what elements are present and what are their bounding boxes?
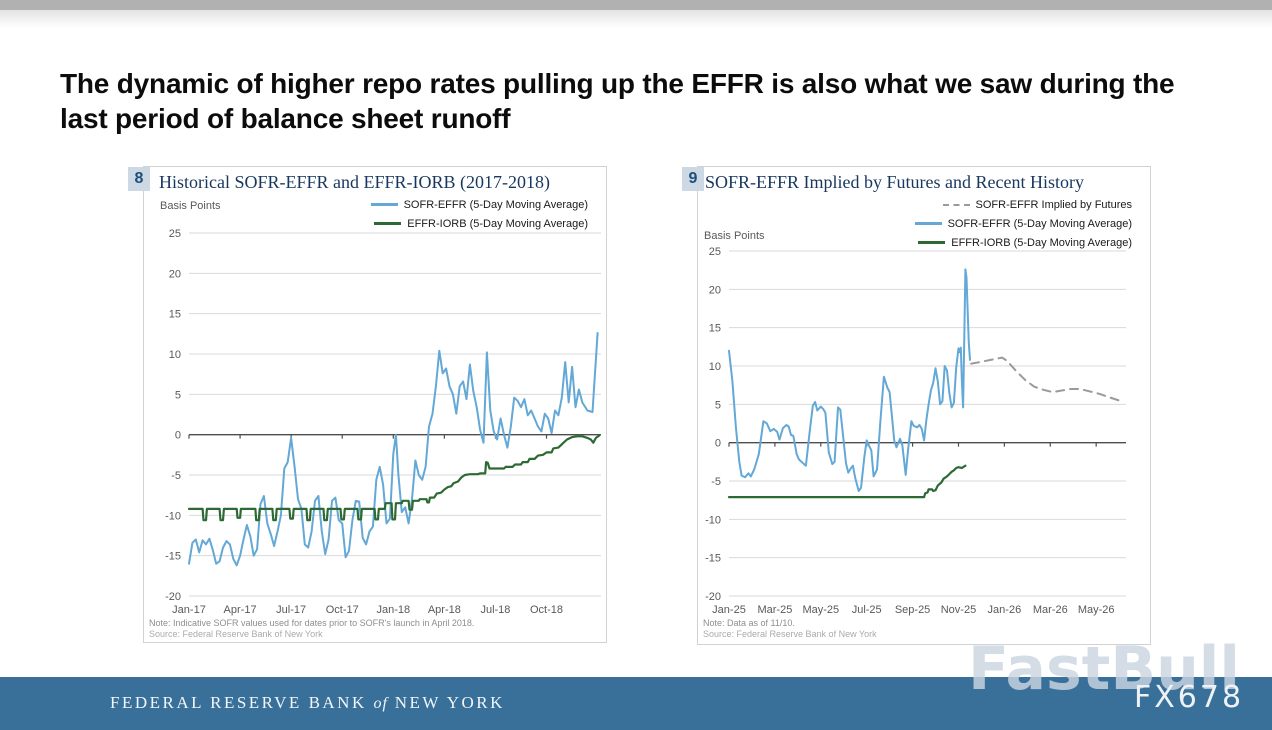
bank-name: FEDERAL RESERVE BANK of NEW YORK (110, 693, 505, 713)
fx678-watermark: FX678 (1134, 680, 1245, 715)
x-tick-label: Jan-18 (376, 604, 410, 616)
y-tick-label: 15 (169, 309, 181, 321)
y-tick-label: -20 (705, 591, 721, 603)
series-line (727, 464, 967, 499)
bank-name-part1: FEDERAL RESERVE BANK (110, 693, 367, 712)
x-tick-label: Jul-18 (480, 604, 510, 616)
x-tick-label: May-25 (802, 604, 839, 616)
fastbull-watermark: FastBull (968, 634, 1240, 704)
y-axis-title: Basis Points (160, 200, 221, 212)
chart-note: Note: Data as of 11/10. (703, 618, 795, 628)
x-tick-label: Jan-26 (988, 604, 1022, 616)
y-tick-label: 25 (169, 228, 181, 240)
legend-line-sample (914, 222, 942, 225)
legend-label: EFFR-IORB (5-Day Moving Average) (407, 217, 588, 230)
chart-title: SOFR-EFFR Implied by Futures and Recent … (705, 172, 1084, 192)
x-tick-label: Mar-25 (757, 604, 792, 616)
series-line (970, 356, 1121, 402)
x-tick-label: Jan-17 (172, 604, 206, 616)
x-tick-label: Mar-26 (1033, 604, 1068, 616)
chart-panel-historical: 8 Historical SOFR-EFFR and EFFR-IORB (20… (128, 166, 607, 643)
legend-item: SOFR-EFFR Implied by Futures (942, 198, 1132, 211)
x-tick-label: May-26 (1078, 604, 1115, 616)
y-axis-title: Basis Points (704, 230, 765, 242)
y-tick-label: 20 (169, 268, 181, 280)
legend-line-sample (370, 203, 398, 206)
y-tick-label: 25 (709, 246, 721, 258)
y-tick-label: 10 (709, 361, 721, 373)
figure-number-badge: 9 (682, 167, 704, 191)
x-tick-label: Sep-25 (895, 604, 930, 616)
x-tick-label: Jul-25 (852, 604, 882, 616)
y-tick-label: -20 (165, 591, 181, 603)
x-tick-label: Apr-17 (224, 604, 257, 616)
legend-label: SOFR-EFFR (5-Day Moving Average) (947, 217, 1132, 230)
y-tick-label: 0 (715, 438, 721, 450)
legend-label: EFFR-IORB (5-Day Moving Average) (951, 236, 1132, 249)
y-tick-label: -15 (165, 551, 181, 563)
y-tick-label: -10 (705, 514, 721, 526)
legend-line-sample (918, 241, 946, 244)
y-tick-label: 5 (715, 399, 721, 411)
legend-line-sample (374, 222, 402, 225)
legend-item: SOFR-EFFR (5-Day Moving Average) (914, 217, 1132, 230)
chart-legend: SOFR-EFFR Implied by Futures SOFR-EFFR (… (914, 198, 1132, 249)
y-tick-label: 10 (169, 349, 181, 361)
y-tick-label: 20 (709, 284, 721, 296)
x-tick-label: Apr-18 (428, 604, 461, 616)
series-line (728, 268, 971, 492)
x-tick-label: Oct-17 (326, 604, 359, 616)
x-tick-label: Oct-18 (530, 604, 563, 616)
slide-headline: The dynamic of higher repo rates pulling… (60, 68, 1175, 134)
y-tick-label: -15 (705, 553, 721, 565)
figure-number-badge: 8 (128, 167, 150, 191)
legend-label: SOFR-EFFR Implied by Futures (975, 198, 1132, 211)
chart-title: Historical SOFR-EFFR and EFFR-IORB (2017… (159, 172, 551, 192)
chart-source: Source: Federal Reserve Bank of New York (149, 629, 323, 639)
x-tick-label: Nov-25 (941, 604, 976, 616)
legend-item: EFFR-IORB (5-Day Moving Average) (918, 236, 1132, 249)
bank-name-of: of (373, 695, 388, 712)
chart-source: Source: Federal Reserve Bank of New York (703, 629, 877, 639)
bank-name-part2: NEW YORK (394, 693, 505, 712)
chart-panel-futures: 9 SOFR-EFFR Implied by Futures and Recen… (682, 166, 1151, 645)
legend-item: EFFR-IORB (5-Day Moving Average) (374, 217, 588, 230)
legend-line-sample (942, 203, 970, 206)
top-gray-strip (0, 0, 1272, 10)
x-tick-label: Jan-25 (712, 604, 746, 616)
x-tick-label: Jul-17 (276, 604, 306, 616)
y-tick-label: 5 (175, 389, 181, 401)
legend-label: SOFR-EFFR (5-Day Moving Average) (403, 198, 588, 211)
series-line (187, 434, 601, 522)
series-line (188, 332, 599, 567)
y-tick-label: 0 (175, 430, 181, 442)
legend-item: SOFR-EFFR (5-Day Moving Average) (370, 198, 588, 211)
chart-legend: SOFR-EFFR (5-Day Moving Average) EFFR-IO… (370, 198, 588, 230)
y-tick-label: -10 (165, 510, 181, 522)
chart-note: Note: Indicative SOFR values used for da… (149, 618, 475, 628)
footer-bar: FEDERAL RESERVE BANK of NEW YORK (0, 677, 1272, 730)
y-tick-label: -5 (171, 470, 181, 482)
top-strip-fade (0, 10, 1272, 28)
y-tick-label: -5 (711, 476, 721, 488)
y-tick-label: 15 (709, 323, 721, 335)
